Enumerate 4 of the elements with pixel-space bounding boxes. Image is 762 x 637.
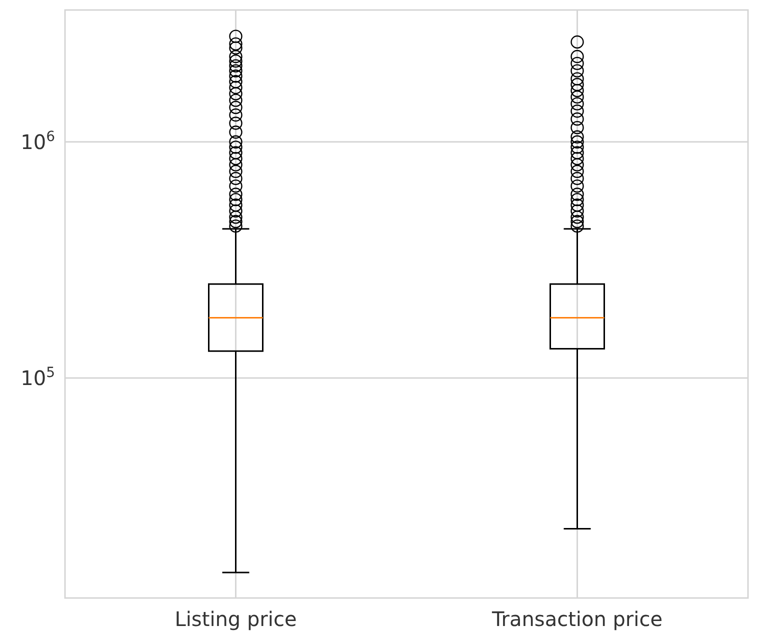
y-tick-label: 10$^{5}$ xyxy=(20,365,55,390)
y-tick-label: 10$^{6}$ xyxy=(20,128,56,154)
x-tick-label: Listing price xyxy=(174,607,297,631)
x-tick-label: Transaction price xyxy=(490,607,663,631)
